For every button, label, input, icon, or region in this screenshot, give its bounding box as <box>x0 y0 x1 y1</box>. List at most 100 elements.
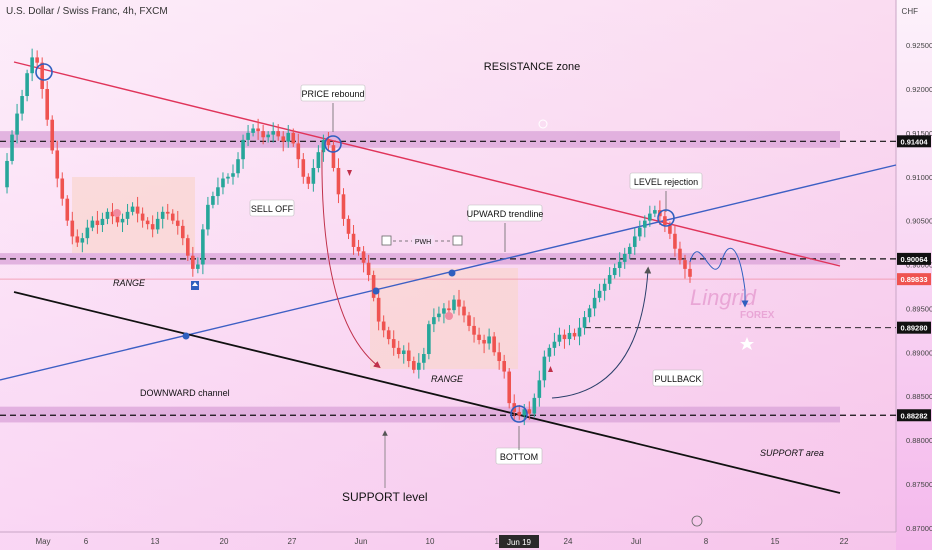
pwh-check-left-icon <box>381 235 392 246</box>
candle-body <box>663 216 667 226</box>
upward-trendline <box>0 164 897 381</box>
candle-body <box>100 218 105 226</box>
candle-body <box>462 306 466 316</box>
candle-body <box>160 211 165 219</box>
candle-body <box>427 324 431 355</box>
candle-body <box>487 336 491 344</box>
candle-body <box>648 213 652 221</box>
candle-body <box>406 350 411 362</box>
pwh-bg <box>412 235 434 246</box>
candle-body <box>437 313 441 318</box>
candle-body <box>291 132 296 144</box>
candle-body <box>180 225 185 239</box>
brand-logo-sub: FOREX <box>740 310 775 321</box>
candle-body <box>668 225 672 234</box>
sell-off-arrow <box>321 149 381 369</box>
candle-body <box>175 220 180 226</box>
candle-body <box>201 229 205 265</box>
candle-body <box>85 227 90 239</box>
candle-body <box>105 211 110 219</box>
x-tick-label: 13 <box>151 537 160 546</box>
candle-body <box>391 339 396 348</box>
candle-body <box>196 264 200 269</box>
candle-body <box>40 62 44 89</box>
candle-body <box>422 354 426 363</box>
candle-body <box>346 218 351 234</box>
candle-body <box>492 336 496 353</box>
candle-body <box>572 332 577 337</box>
candle-body <box>191 255 195 269</box>
candle-body <box>592 297 597 309</box>
candle-body <box>632 236 637 247</box>
candle-body <box>271 131 275 135</box>
candle-body <box>241 139 245 160</box>
candle-body <box>80 238 85 243</box>
key-point-circle-4 <box>510 405 528 423</box>
snail-icon-2 <box>445 312 453 320</box>
candle-body <box>216 187 220 197</box>
x-tick-label: 22 <box>840 537 849 546</box>
touch-point-1 <box>372 287 380 295</box>
candle-body <box>527 409 532 414</box>
x-tick-label: 15 <box>771 537 780 546</box>
candle-body <box>627 246 632 254</box>
candle-body <box>256 128 260 132</box>
candle-body <box>371 275 376 298</box>
candle-body <box>678 248 682 261</box>
candle-body <box>5 160 9 188</box>
price-tag <box>897 135 931 148</box>
candle-body <box>130 206 135 212</box>
candle-body <box>321 139 326 153</box>
candle-body <box>386 330 391 340</box>
candle-body <box>186 238 190 256</box>
candle-body <box>60 178 65 199</box>
key-point-circle-3 <box>657 209 675 227</box>
candle-body <box>55 150 60 179</box>
candle-body <box>251 128 255 133</box>
candle-body <box>231 173 235 177</box>
candle-body <box>266 134 270 138</box>
touch-point-3 <box>182 332 190 340</box>
candle-body <box>246 132 250 140</box>
candle-body <box>467 315 471 326</box>
candle-body <box>226 176 230 179</box>
candle-body <box>477 334 481 340</box>
candle-body <box>45 89 49 120</box>
candle-body <box>401 350 406 355</box>
pwh-check-right-icon <box>452 235 463 246</box>
range-label-2: RANGE <box>431 374 464 384</box>
x-tick-label: 20 <box>220 537 229 546</box>
candle-body <box>432 317 436 325</box>
candle-body <box>341 194 346 219</box>
candle-body <box>170 213 175 221</box>
candle-body <box>683 260 687 269</box>
candle-body <box>65 198 70 221</box>
resistance-trendline <box>13 61 841 267</box>
y-tick-label: 0.92000 <box>906 85 932 94</box>
y-tick-label: 0.91000 <box>906 173 932 182</box>
range-box-1 <box>72 177 195 253</box>
candle-body <box>95 220 100 226</box>
candle-body <box>211 196 215 205</box>
settings-dot-icon <box>538 119 548 129</box>
candle-body <box>145 220 150 225</box>
candle-body <box>286 132 291 142</box>
price-tag-label: 0.88282 <box>900 411 927 420</box>
y-tick-label: 0.88500 <box>906 392 932 401</box>
pullback-label-bg <box>652 369 704 387</box>
range-label-1: RANGE <box>113 278 146 288</box>
candle-body <box>120 218 125 223</box>
price-tag-label: 0.89280 <box>900 324 927 333</box>
candle-body <box>125 211 130 219</box>
candle-body <box>547 347 552 357</box>
candle-body <box>165 211 170 214</box>
x-tick-label: Jun <box>355 537 368 546</box>
sell-off-label: SELL OFF <box>251 204 294 214</box>
resistance-zone-label: RESISTANCE zone <box>484 61 580 73</box>
buy-rocket-icon <box>548 366 553 372</box>
lower-zone <box>0 406 840 423</box>
touch-point-2 <box>448 269 456 277</box>
candle-body <box>336 167 341 195</box>
x-tick-label: 10 <box>426 537 435 546</box>
